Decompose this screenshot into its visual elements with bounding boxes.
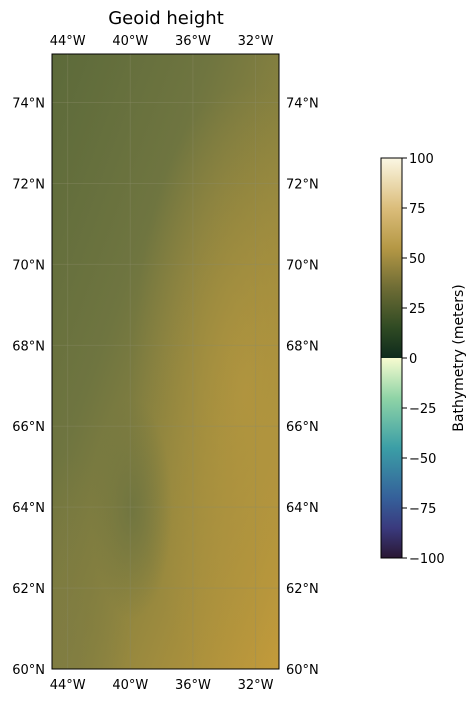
lat-tick-label-right: 68°N xyxy=(286,339,319,354)
map-panel xyxy=(52,54,279,669)
lat-tick-label-right: 74°N xyxy=(286,97,319,112)
lat-tick-label-left: 64°N xyxy=(12,501,45,516)
lon-tick-label-top: 44°W xyxy=(50,34,86,49)
lon-tick-label-bottom: 36°W xyxy=(175,678,211,693)
lon-ticks-bottom: 44°W 40°W 36°W 32°W xyxy=(50,678,274,693)
lat-tick-label-right: 62°N xyxy=(286,582,319,597)
colorbar-tick-label: −50 xyxy=(409,452,436,467)
lat-tick-label-right: 66°N xyxy=(286,420,319,435)
lat-tick-label-right: 72°N xyxy=(286,177,319,192)
lat-ticks-left: 74°N 72°N 70°N 68°N 66°N 64°N 62°N 60°N xyxy=(12,97,45,678)
colorbar-tick-label: −25 xyxy=(409,402,436,417)
lat-tick-label-right: 64°N xyxy=(286,501,319,516)
lat-tick-label-left: 62°N xyxy=(12,582,45,597)
colorbar-tick-label: 100 xyxy=(409,152,434,167)
lat-tick-label-left: 70°N xyxy=(12,258,45,273)
colorbar-tick-label: 0 xyxy=(409,352,417,367)
lat-tick-label-right: 70°N xyxy=(286,258,319,273)
colorbar-tick-label: −75 xyxy=(409,502,436,517)
lat-tick-label-left: 68°N xyxy=(12,339,45,354)
lat-ticks-right: 74°N 72°N 70°N 68°N 66°N 64°N 62°N 60°N xyxy=(286,97,319,678)
lat-tick-label-right: 60°N xyxy=(286,663,319,678)
gridlines xyxy=(52,54,279,669)
lon-tick-label-bottom: 32°W xyxy=(238,678,274,693)
lon-ticks-top: 44°W 40°W 36°W 32°W xyxy=(50,34,274,49)
map-frame xyxy=(51,53,280,670)
lat-tick-label-left: 74°N xyxy=(12,97,45,112)
colorbar-tick-label: 50 xyxy=(409,252,426,267)
colorbar-label: Bathymetry (meters) xyxy=(451,284,467,431)
lon-tick-label-top: 36°W xyxy=(175,34,211,49)
lat-tick-label-left: 60°N xyxy=(12,663,45,678)
colorbar: 100 75 50 25 0 −25 −50 −75 −100 Bathymetry (mete… xyxy=(380,152,467,567)
lat-tick-label-left: 66°N xyxy=(12,420,45,435)
map-title: Geoid height xyxy=(108,8,224,29)
colorbar-tick-label: 25 xyxy=(409,302,426,317)
colorbar-ticks: 100 75 50 25 0 −25 −50 −75 −100 xyxy=(402,152,445,567)
lon-tick-label-top: 32°W xyxy=(238,34,274,49)
lat-tick-label-left: 72°N xyxy=(12,177,45,192)
colorbar-tick-label: −100 xyxy=(409,552,445,567)
lon-tick-label-bottom: 44°W xyxy=(50,678,86,693)
lon-tick-label-top: 40°W xyxy=(112,34,148,49)
lon-tick-label-bottom: 40°W xyxy=(112,678,148,693)
colorbar-tick-label: 75 xyxy=(409,202,426,217)
geoid-raster-sw xyxy=(52,54,279,669)
colorbar-bar xyxy=(380,157,403,559)
